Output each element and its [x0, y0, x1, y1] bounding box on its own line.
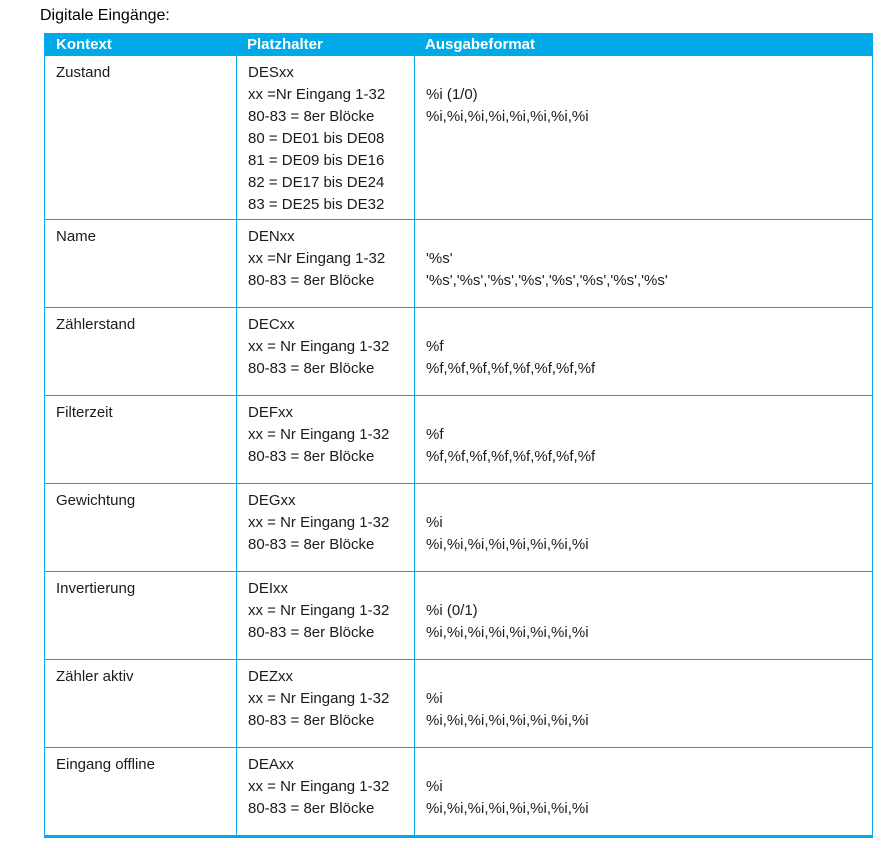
cell-line: xx = Nr Eingang 1-32	[248, 602, 390, 619]
cell-line: %i,%i,%i,%i,%i,%i,%i,%i	[426, 624, 589, 641]
cell-line: 80-83 = 8er Blöcke	[248, 360, 375, 377]
platzhalter-cell: DECxx xx = Nr Eingang 1-32 80-83 = 8er Blö…	[236, 308, 414, 395]
cell-line: DECxx	[248, 316, 295, 333]
cell-line: %i	[426, 514, 443, 531]
ausgabeformat-cell: %f %f,%f,%f,%f,%f,%f,%f,%f	[414, 308, 872, 395]
cell-line: %i	[426, 690, 443, 707]
table-row: Zählerstand DECxx xx = Nr Eingang 1-32 80-…	[45, 307, 872, 395]
cell-line: 80-83 = 8er Blöcke	[248, 108, 375, 125]
ausgabeformat-cell: %i (1/0) %i,%i,%i,%i,%i,%i,%i,%i	[414, 56, 872, 219]
kontext-cell: Gewichtung	[56, 492, 136, 509]
cell-line: xx = Nr Eingang 1-32	[248, 338, 390, 355]
cell-line	[426, 314, 864, 336]
cell-line: %f,%f,%f,%f,%f,%f,%f,%f	[426, 448, 596, 465]
table-row: Name DENxx xx =Nr Eingang 1-32 80-83 = 8er…	[45, 219, 872, 307]
table-row: Gewichtung DEGxx xx = Nr Eingang 1-32 80-8…	[45, 483, 872, 571]
kontext-cell: Filterzeit	[56, 404, 113, 421]
platzhalter-cell: DEIxx xx = Nr Eingang 1-32 80-83 = 8er Blö…	[236, 572, 414, 659]
ausgabeformat-cell: %i (0/1) %i,%i,%i,%i,%i,%i,%i,%i	[414, 572, 872, 659]
cell-line: '%s'	[426, 250, 453, 267]
cell-line: DESxx	[248, 64, 294, 81]
cell-line	[426, 754, 864, 776]
cell-line: %f	[426, 426, 444, 443]
cell-line	[426, 490, 864, 512]
cell-line: %f,%f,%f,%f,%f,%f,%f,%f	[426, 360, 596, 377]
cell-line: xx =Nr Eingang 1-32	[248, 250, 386, 267]
cell-line: %i,%i,%i,%i,%i,%i,%i,%i	[426, 536, 589, 553]
cell-line: 80-83 = 8er Blöcke	[248, 272, 375, 289]
cell-line: 80-83 = 8er Blöcke	[248, 536, 375, 553]
ausgabeformat-cell: %i %i,%i,%i,%i,%i,%i,%i,%i	[414, 484, 872, 571]
cell-line: DEGxx	[248, 492, 296, 509]
kontext-cell: Invertierung	[56, 580, 136, 597]
cell-line: %i,%i,%i,%i,%i,%i,%i,%i	[426, 108, 589, 125]
kontext-cell: Zähler aktiv	[56, 668, 134, 685]
cell-line: DEFxx	[248, 404, 293, 421]
cell-line: 81 = DE09 bis DE16	[248, 152, 385, 169]
ausgabeformat-cell: %f %f,%f,%f,%f,%f,%f,%f,%f	[414, 396, 872, 483]
cell-line: %i,%i,%i,%i,%i,%i,%i,%i	[426, 712, 589, 729]
cell-line: 80-83 = 8er Blöcke	[248, 800, 375, 817]
digital-inputs-table: Kontext Platzhalter Ausgabeformat Zustan…	[44, 33, 873, 838]
cell-line: DEIxx	[248, 580, 289, 597]
kontext-cell: Zustand	[56, 64, 111, 81]
ausgabeformat-cell: '%s' '%s','%s','%s','%s','%s','%s','%s','…	[414, 220, 872, 307]
platzhalter-cell: DEAxx xx = Nr Eingang 1-32 80-83 = 8er Blö…	[236, 748, 414, 835]
cell-line: xx = Nr Eingang 1-32	[248, 426, 390, 443]
table-row: Invertierung DEIxx xx = Nr Eingang 1-32 80…	[45, 571, 872, 659]
kontext-cell: Zählerstand	[56, 316, 136, 333]
cell-line	[426, 402, 864, 424]
platzhalter-cell: DEGxx xx = Nr Eingang 1-32 80-83 = 8er Blö…	[236, 484, 414, 571]
table-row: Zustand DESxx xx =Nr Eingang 1-32 80-83 = …	[45, 56, 872, 219]
cell-line	[426, 62, 864, 84]
column-header-ausgabeformat: Ausgabeformat	[425, 36, 536, 53]
cell-line: 80-83 = 8er Blöcke	[248, 712, 375, 729]
kontext-cell: Name	[56, 228, 97, 245]
cell-line	[426, 666, 864, 688]
cell-line: %f	[426, 338, 444, 355]
cell-line	[426, 578, 864, 600]
platzhalter-cell: DEZxx xx = Nr Eingang 1-32 80-83 = 8er Blö…	[236, 660, 414, 747]
kontext-cell: Eingang offline	[56, 756, 155, 773]
cell-line: '%s','%s','%s','%s','%s','%s','%s','%s'	[426, 272, 668, 289]
cell-line: DEAxx	[248, 756, 294, 773]
cell-line: 80-83 = 8er Blöcke	[248, 624, 375, 641]
column-header-kontext: Kontext	[56, 36, 112, 53]
cell-line: 80 = DE01 bis DE08	[248, 130, 385, 147]
cell-line: 83 = DE25 bis DE32	[248, 196, 385, 213]
column-header-platzhalter: Platzhalter	[247, 36, 323, 53]
cell-line: 80-83 = 8er Blöcke	[248, 448, 375, 465]
platzhalter-cell: DENxx xx =Nr Eingang 1-32 80-83 = 8er Blöc…	[236, 220, 414, 307]
cell-line: 82 = DE17 bis DE24	[248, 174, 385, 191]
ausgabeformat-cell: %i %i,%i,%i,%i,%i,%i,%i,%i	[414, 660, 872, 747]
cell-line: DENxx	[248, 228, 295, 245]
cell-line: DEZxx	[248, 668, 293, 685]
cell-line: xx =Nr Eingang 1-32	[248, 86, 386, 103]
cell-line: xx = Nr Eingang 1-32	[248, 778, 390, 795]
cell-line: xx = Nr Eingang 1-32	[248, 514, 390, 531]
cell-line: %i (1/0)	[426, 86, 478, 103]
table-row: Zähler aktiv DEZxx xx = Nr Eingang 1-32 80…	[45, 659, 872, 747]
ausgabeformat-cell: %i %i,%i,%i,%i,%i,%i,%i,%i	[414, 748, 872, 835]
cell-line: %i	[426, 778, 443, 795]
table-body: Zustand DESxx xx =Nr Eingang 1-32 80-83 = …	[45, 56, 872, 835]
cell-line: %i,%i,%i,%i,%i,%i,%i,%i	[426, 800, 589, 817]
table-row: Eingang offline DEAxx xx = Nr Eingang 1-3…	[45, 747, 872, 835]
cell-line: %i (0/1)	[426, 602, 478, 619]
platzhalter-cell: DESxx xx =Nr Eingang 1-32 80-83 = 8er Blöc…	[236, 56, 414, 219]
table-header-row: Kontext Platzhalter Ausgabeformat	[44, 33, 873, 56]
table-row: Filterzeit DEFxx xx = Nr Eingang 1-32 80-8…	[45, 395, 872, 483]
cell-line: xx = Nr Eingang 1-32	[248, 690, 390, 707]
platzhalter-cell: DEFxx xx = Nr Eingang 1-32 80-83 = 8er Blö…	[236, 396, 414, 483]
cell-line	[426, 226, 864, 248]
page-title: Digitale Eingänge:	[40, 7, 170, 24]
